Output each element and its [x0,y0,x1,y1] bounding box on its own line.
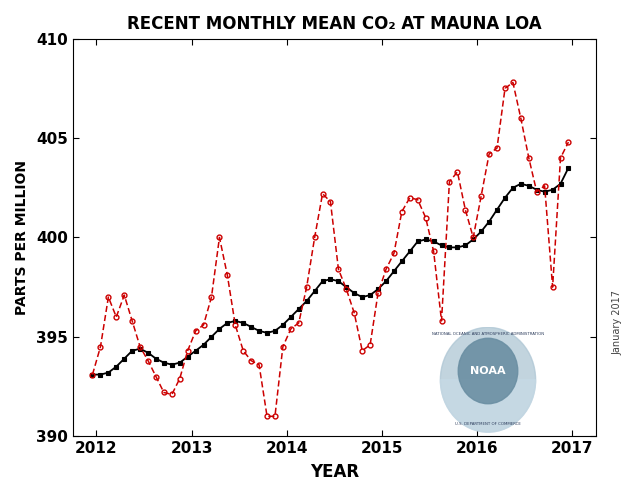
Title: RECENT MONTHLY MEAN CO₂ AT MAUNA LOA: RECENT MONTHLY MEAN CO₂ AT MAUNA LOA [127,15,541,33]
X-axis label: YEAR: YEAR [310,463,359,481]
Text: January 2017: January 2017 [612,290,623,355]
Text: U.S. DEPARTMENT OF COMMERCE: U.S. DEPARTMENT OF COMMERCE [455,422,521,426]
Wedge shape [440,380,536,432]
Circle shape [458,338,518,404]
Text: NOAA: NOAA [470,366,506,376]
Circle shape [440,327,536,432]
Y-axis label: PARTS PER MILLION: PARTS PER MILLION [15,160,29,315]
Text: NATIONAL OCEANIC AND ATMOSPHERIC ADMINISTRATION: NATIONAL OCEANIC AND ATMOSPHERIC ADMINIS… [432,332,544,336]
